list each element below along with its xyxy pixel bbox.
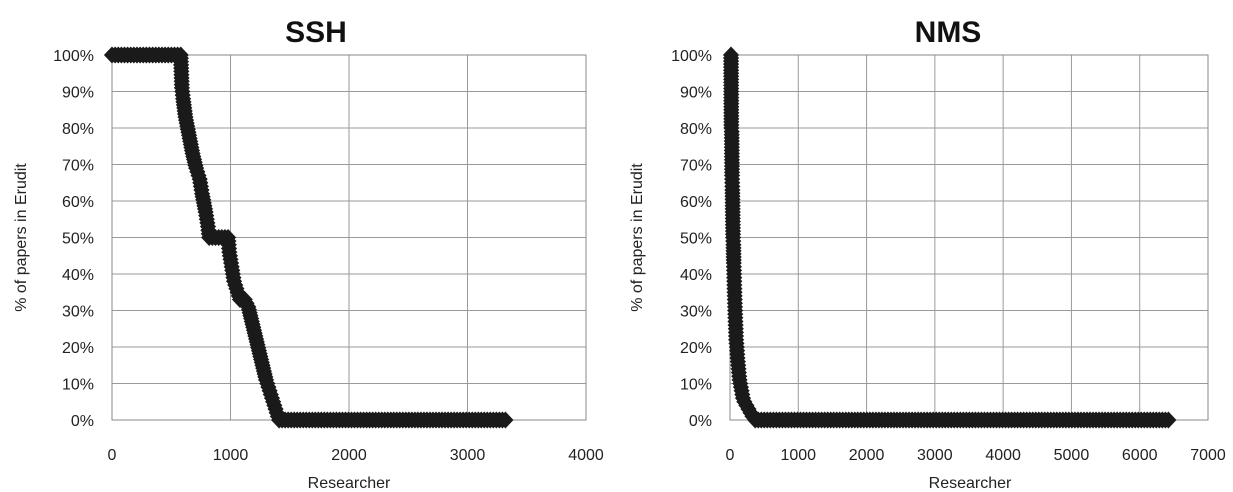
x-tick-label: 3000 xyxy=(450,447,486,464)
x-tick-label: 5000 xyxy=(1054,447,1090,464)
y-tick-label: 0% xyxy=(689,413,712,430)
series-markers xyxy=(103,46,514,429)
x-tick-label: 2000 xyxy=(331,447,367,464)
x-axis-label: Researcher xyxy=(308,475,391,492)
x-tick-label: 6000 xyxy=(1122,447,1158,464)
x-tick-label: 0 xyxy=(108,447,117,464)
y-tick-label: 60% xyxy=(62,194,94,211)
y-tick-label: 80% xyxy=(680,121,712,138)
y-tick-label: 70% xyxy=(680,158,712,175)
y-tick-label: 30% xyxy=(680,304,712,321)
x-tick-label: 1000 xyxy=(780,447,816,464)
y-tick-label: 10% xyxy=(680,377,712,394)
y-axis-label: % of papers in Erudit xyxy=(629,163,646,312)
x-axis-label: Researcher xyxy=(929,475,1012,492)
series-markers xyxy=(722,46,1177,429)
y-tick-label: 50% xyxy=(680,231,712,248)
chart-nms: NMS 0% 10% 20% 30% 40% 50% 60% 70% 80% 90% 100% 0 100… xyxy=(629,16,1226,492)
x-tick-label: 2000 xyxy=(849,447,885,464)
y-tick-label: 60% xyxy=(680,194,712,211)
y-tick-label: 20% xyxy=(680,340,712,357)
chart-title: NMS xyxy=(915,16,982,49)
y-tick-label: 50% xyxy=(62,231,94,248)
x-tick-label: 4000 xyxy=(568,447,604,464)
x-tick-label: 4000 xyxy=(985,447,1021,464)
y-tick-label: 10% xyxy=(62,377,94,394)
y-tick-label: 100% xyxy=(671,48,712,65)
x-tick-label: 3000 xyxy=(917,447,953,464)
gridlines xyxy=(729,54,1209,421)
y-tick-label: 90% xyxy=(680,85,712,102)
y-axis-label: % of papers in Erudit xyxy=(13,163,30,312)
data-point-marker xyxy=(497,411,514,429)
chart-ssh: SSH 0% 10% 20% 30% 40% 50% 60% 70% 80% 90% 100% 0 100… xyxy=(13,16,604,492)
y-tick-label: 100% xyxy=(53,48,94,65)
chart-title: SSH xyxy=(285,16,347,49)
y-tick-label: 80% xyxy=(62,121,94,138)
y-tick-label: 70% xyxy=(62,158,94,175)
x-tick-label: 0 xyxy=(726,447,735,464)
y-tick-label: 30% xyxy=(62,304,94,321)
y-tick-label: 40% xyxy=(62,267,94,284)
x-tick-label: 1000 xyxy=(213,447,249,464)
data-point-marker xyxy=(1160,411,1177,429)
y-tick-label: 0% xyxy=(71,413,94,430)
y-tick-label: 90% xyxy=(62,85,94,102)
y-tick-label: 40% xyxy=(680,267,712,284)
x-tick-label: 7000 xyxy=(1190,447,1226,464)
y-tick-label: 20% xyxy=(62,340,94,357)
